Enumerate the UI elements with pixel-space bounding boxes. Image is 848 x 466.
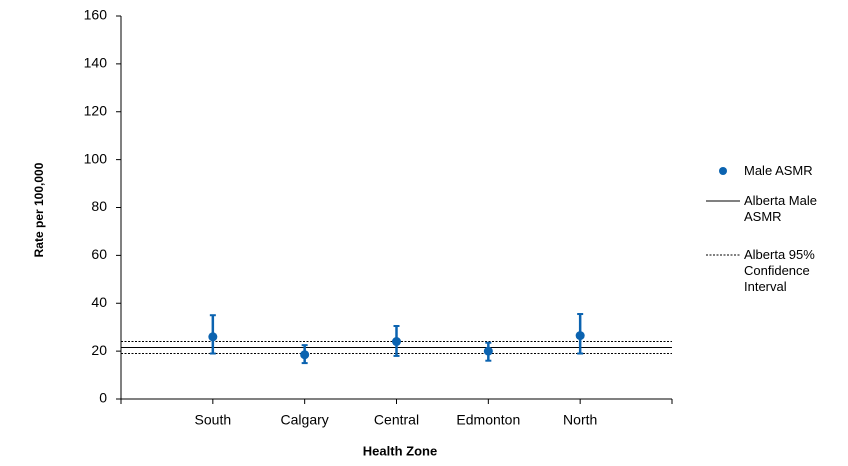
legend-item: Alberta 95% Confidence Interval bbox=[706, 247, 826, 295]
x-tick-label: Calgary bbox=[281, 412, 329, 428]
point bbox=[208, 332, 218, 342]
point bbox=[575, 331, 585, 341]
x-tick-label: South bbox=[195, 412, 232, 428]
y-tick-label: 0 bbox=[99, 390, 107, 406]
y-tick-label: 120 bbox=[84, 102, 108, 118]
point bbox=[392, 337, 401, 347]
legend-item: Alberta Male ASMR bbox=[706, 193, 826, 225]
y-tick-label: 80 bbox=[91, 198, 107, 214]
legend-label: Alberta Male ASMR bbox=[744, 193, 817, 224]
legend-item: Male ASMR bbox=[706, 163, 826, 179]
legend-symbol bbox=[719, 167, 727, 175]
y-axis-title: Rate per 100,000 bbox=[32, 162, 46, 257]
x-tick-label: Central bbox=[374, 412, 419, 428]
legend-symbol bbox=[706, 200, 740, 202]
legend-symbol bbox=[706, 254, 740, 256]
y-tick-label: 40 bbox=[91, 294, 107, 310]
point bbox=[300, 350, 310, 360]
y-tick-label: 100 bbox=[84, 150, 108, 166]
x-tick-label: North bbox=[563, 412, 597, 428]
y-tick-label: 160 bbox=[84, 7, 108, 23]
y-tick-label: 20 bbox=[91, 342, 107, 358]
legend-label: Male ASMR bbox=[744, 163, 813, 178]
x-tick-label: Edmonton bbox=[456, 412, 520, 428]
legend-label: Alberta 95% Confidence Interval bbox=[744, 247, 815, 294]
y-tick-label: 140 bbox=[84, 55, 108, 71]
x-axis-title: Health Zone bbox=[363, 443, 437, 458]
y-tick-label: 60 bbox=[91, 246, 107, 262]
point bbox=[483, 346, 493, 356]
